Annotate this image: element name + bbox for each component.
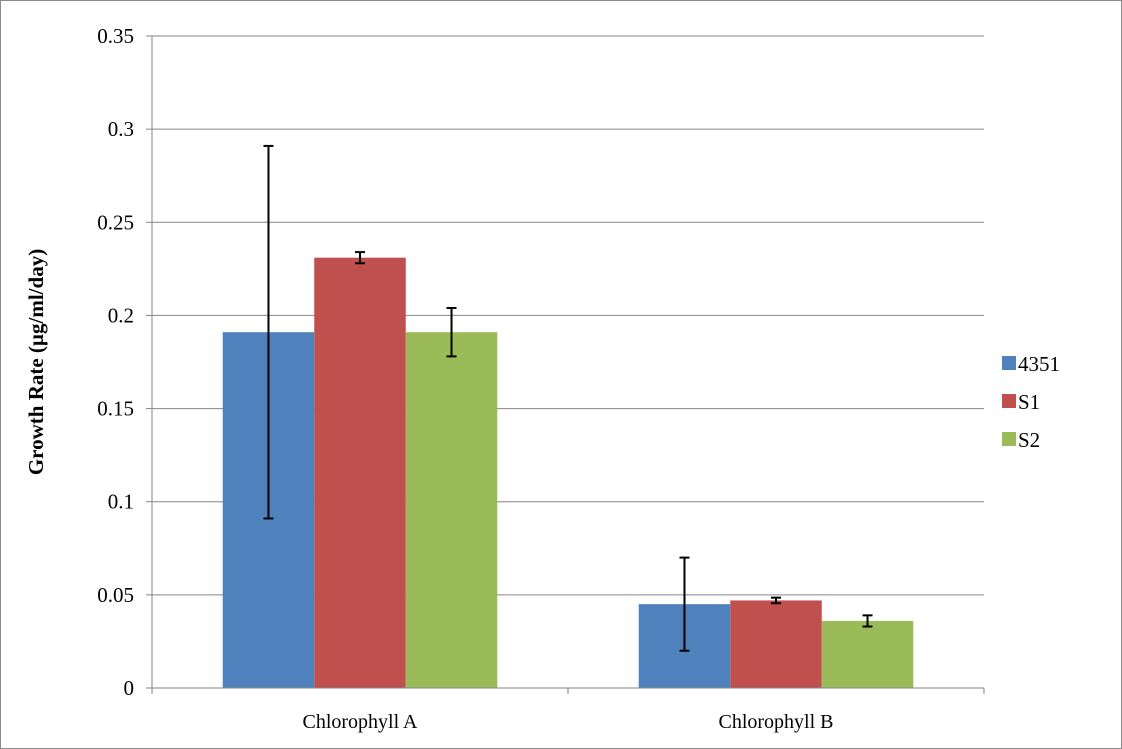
legend-item-label: S2: [1018, 428, 1040, 452]
legend-swatch: [1002, 394, 1016, 408]
y-tick-label: 0.05: [97, 583, 134, 607]
y-tick-label: 0.2: [108, 303, 134, 327]
x-category-label: Chlorophyll B: [718, 711, 833, 733]
x-category-label: Chlorophyll A: [302, 711, 418, 733]
bar: [314, 257, 406, 688]
y-axis-title: Growth Rate (µg/ml/day): [24, 249, 48, 475]
legend-swatch: [1002, 356, 1016, 370]
y-tick-labels: 0 0.05 0.1 0.15 0.2 0.25 0.3 0.35: [97, 24, 134, 700]
legend[interactable]: 4351 S1 S2: [1002, 352, 1060, 452]
y-tick-label: 0.3: [108, 117, 134, 141]
y-tick-label: 0: [124, 676, 135, 700]
bars: [222, 257, 914, 688]
y-tick-label: 0.35: [97, 24, 134, 48]
bar: [405, 332, 498, 688]
error-bars: [263, 144, 873, 652]
legend-swatch: [1002, 432, 1016, 446]
y-tick-label: 0.1: [108, 490, 134, 514]
y-tick-label: 0.15: [97, 397, 134, 421]
bar: [821, 620, 914, 688]
legend-item-label: 4351: [1018, 352, 1060, 376]
axes: [146, 35, 985, 694]
bar: [730, 600, 822, 688]
legend-item-label: S1: [1018, 390, 1040, 414]
y-tick-label: 0.25: [97, 210, 134, 234]
x-category-labels: Chlorophyll A Chlorophyll B: [302, 711, 833, 733]
